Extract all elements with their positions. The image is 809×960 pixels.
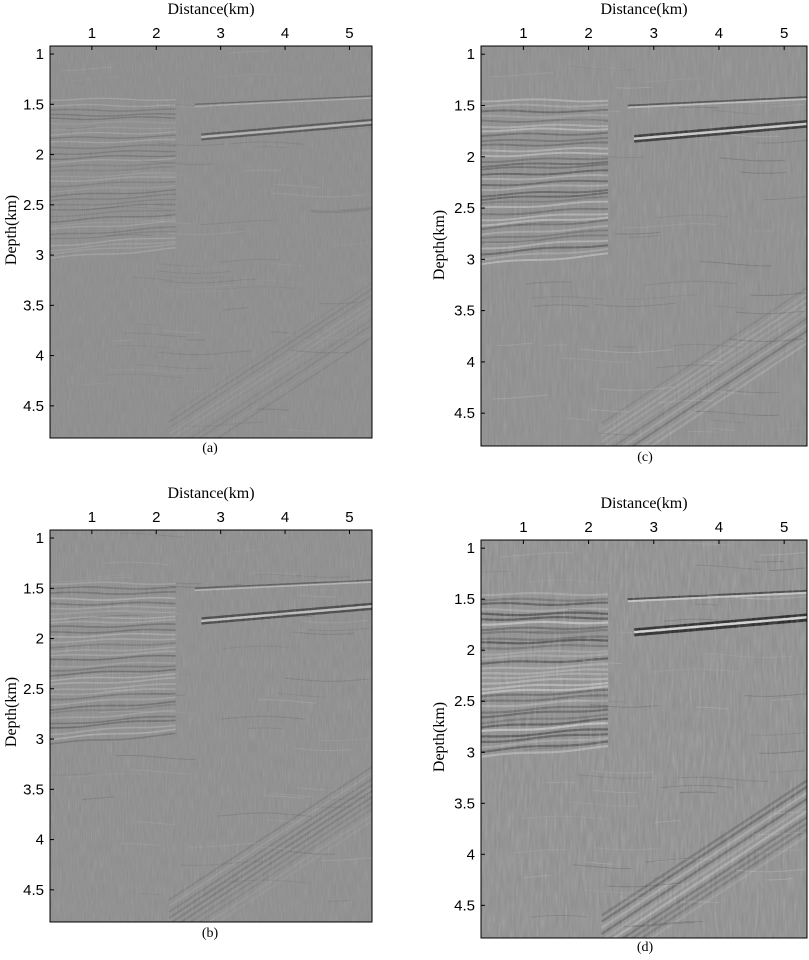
x-tick-labels-b: 1 2 3 4 5 [88,509,354,534]
y-tick-label: 4.5 [23,398,44,415]
caption-d: (d) [636,940,654,955]
y-axis-label-b: Depth(km) [3,677,20,747]
y-tick-label: 1 [36,46,44,63]
y-tick-label: 4 [467,354,475,371]
x-tick-label: 3 [650,519,658,536]
noise-overlay-c [481,46,807,446]
x-tick-label: 5 [345,509,353,526]
y-tick-label: 1.5 [454,97,475,114]
y-tick-label: 2 [36,147,44,164]
panel-a-svg: 1 2 3 4 5 1 1.5 2 2.5 3 3.5 4 4.5 Distance(km) Dept… [3,1,373,439]
x-tick-label: 2 [584,519,592,536]
y-tick-label: 2.5 [23,197,44,214]
x-tick-labels-a: 1 2 3 4 5 [88,25,354,50]
x-tick-label: 2 [584,25,592,42]
noise-overlay-a [50,46,372,438]
y-tick-label: 1 [36,530,44,547]
x-tick-label: 1 [88,509,96,526]
y-tick-label: 1 [467,540,475,557]
y-axis-label-c: Depth(km) [431,210,448,280]
seismic-panel-a: 1 2 3 4 5 1 1.5 2 2.5 3 3.5 4 4.5 Distance(km) Dept… [0,0,400,460]
y-tick-label: 1.5 [23,96,44,113]
y-tick-labels-c: 1 1.5 2 2.5 3 3.5 4 4.5 [454,46,485,422]
y-tick-label: 4.5 [454,405,475,422]
y-tick-label: 4.5 [23,882,44,899]
x-tick-label: 4 [281,509,289,526]
seismic-panel-d: 1 2 3 4 5 1 1.5 2 2.5 3 3.5 4 4.5 Distance(km) Dept… [430,492,809,958]
y-tick-label: 2 [467,149,475,166]
y-tick-labels-d: 1 1.5 2 2.5 3 3.5 4 4.5 [454,540,485,914]
y-tick-label: 3 [467,744,475,761]
x-tick-label: 1 [519,519,527,536]
panel-d-svg: 1 2 3 4 5 1 1.5 2 2.5 3 3.5 4 4.5 Distance(km) Dept… [431,495,808,939]
x-axis-label-c: Distance(km) [600,1,687,18]
x-tick-labels-d: 1 2 3 4 5 [519,519,788,544]
y-tick-label: 3.5 [23,781,44,798]
caption-b: (b) [201,926,219,941]
y-tick-label: 1 [467,46,475,63]
x-tick-label: 3 [650,25,658,42]
y-tick-label: 4 [36,348,44,365]
x-tick-label: 3 [216,25,224,42]
panel-b-svg: 1 2 3 4 5 1 1.5 2 2.5 3 3.5 4 4.5 Distance(km) Dept… [3,485,373,923]
x-tick-label: 5 [780,25,788,42]
y-tick-label: 2.5 [454,200,475,217]
y-tick-label: 3 [36,731,44,748]
noise-overlay-d [481,540,807,938]
seismic-panel-b: 1 2 3 4 5 1 1.5 2 2.5 3 3.5 4 4.5 Distance(km) Dept… [0,484,400,950]
x-tick-label: 3 [216,509,224,526]
y-tick-label: 1.5 [454,591,475,608]
y-tick-label: 1.5 [23,580,44,597]
x-axis-label-a: Distance(km) [167,1,254,18]
panel-c-svg: 1 2 3 4 5 1 1.5 2 2.5 3 3.5 4 4.5 Distance(km) Dept… [431,1,808,447]
y-tick-label: 3.5 [23,297,44,314]
y-tick-label: 3 [467,251,475,268]
y-tick-label: 3 [36,247,44,264]
caption-a: (a) [202,441,218,456]
y-axis-label-a: Depth(km) [3,195,20,265]
y-axis-label-d: Depth(km) [431,702,448,772]
y-tick-label: 2.5 [23,681,44,698]
x-tick-label: 2 [152,25,160,42]
x-tick-label: 5 [780,519,788,536]
x-tick-labels-c: 1 2 3 4 5 [519,25,788,50]
y-tick-label: 3.5 [454,303,475,320]
seismic-panel-c: 1 2 3 4 5 1 1.5 2 2.5 3 3.5 4 4.5 Distance(km) Dept… [430,0,809,470]
y-tick-labels-a: 1 1.5 2 2.5 3 3.5 4 4.5 [23,46,54,415]
x-tick-label: 1 [519,25,527,42]
x-tick-label: 4 [715,519,723,536]
caption-c: (c) [637,450,653,465]
y-tick-label: 2 [467,642,475,659]
y-tick-labels-b: 1 1.5 2 2.5 3 3.5 4 4.5 [23,530,54,899]
y-tick-label: 4.5 [454,897,475,914]
y-tick-label: 4 [467,846,475,863]
y-tick-label: 2.5 [454,693,475,710]
x-tick-label: 4 [715,25,723,42]
noise-overlay-b [50,530,372,922]
x-tick-label: 4 [281,25,289,42]
x-tick-label: 2 [152,509,160,526]
x-axis-label-b: Distance(km) [167,485,254,502]
x-tick-label: 5 [345,25,353,42]
x-tick-label: 1 [88,25,96,42]
x-axis-label-d: Distance(km) [600,495,687,512]
y-tick-label: 4 [36,832,44,849]
y-tick-label: 2 [36,631,44,648]
y-tick-label: 3.5 [454,795,475,812]
